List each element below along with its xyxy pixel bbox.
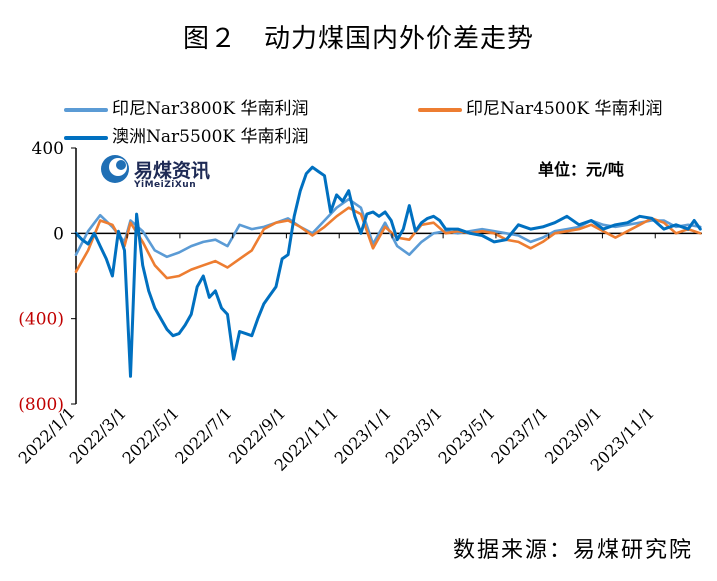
x-tick-label: 2022/3/1 (66, 403, 130, 467)
logo-name: 易煤资讯 (134, 160, 211, 182)
legend-swatch-3 (64, 135, 108, 140)
data-source: 数据来源：易煤研究院 (452, 538, 693, 563)
x-tick-label: 2023/7/1 (487, 403, 551, 467)
legend-item-series-1: 印尼Nar3800K 华南利润 (64, 94, 309, 119)
x-tick-label: 2023/5/1 (435, 403, 499, 467)
legend-label-3: 澳洲Nar5500K 华南利润 (112, 127, 309, 147)
x-tick-label: 2023/3/1 (382, 403, 446, 467)
unit-label: 单位：元/吨 (538, 160, 624, 179)
x-tick-label: 2022/7/1 (171, 403, 235, 467)
x-tick-label: 2022/5/1 (118, 403, 182, 467)
y-tick-label: 400 (32, 139, 64, 159)
y-tick-label: (800) (18, 395, 64, 415)
series-line-2 (74, 206, 702, 280)
legend-label-1: 印尼Nar3800K 华南利润 (112, 99, 309, 119)
legend-item-series-3: 澳洲Nar5500K 华南利润 (64, 122, 309, 147)
yimei-logo-icon (101, 155, 129, 183)
y-tick-label: 0 (53, 224, 64, 244)
legend-swatch-1 (64, 107, 108, 112)
legend-swatch-2 (418, 107, 462, 112)
chart-title: 图２ 动力煤国内外价差走势 (182, 24, 534, 54)
series-layer (74, 165, 702, 378)
axes (75, 148, 702, 404)
series-line-3 (74, 165, 702, 378)
logo-subtitle: YiMeiZiXun (134, 180, 197, 190)
y-tick-label: (400) (18, 310, 64, 330)
legend-item-series-2: 印尼Nar4500K 华南利润 (418, 94, 663, 119)
legend-label-2: 印尼Nar4500K 华南利润 (466, 99, 663, 119)
ticks: 4000(400)(800)2022/1/12022/3/12022/5/120… (15, 139, 658, 475)
